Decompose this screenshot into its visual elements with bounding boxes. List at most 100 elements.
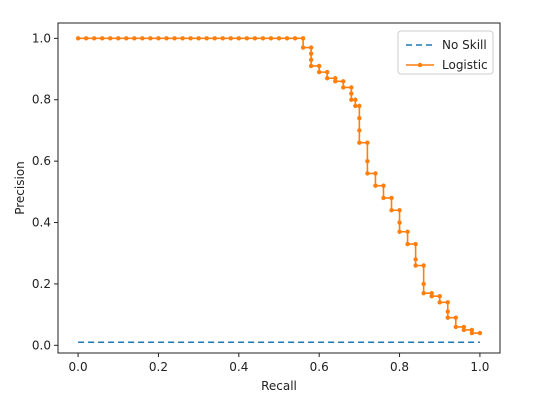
x-tick-label: 1.0 [470,360,489,374]
data-point [445,315,450,320]
data-point [381,195,386,201]
data-point [437,300,442,305]
data-point [413,241,418,247]
x-tick-label: 0.2 [149,360,168,374]
data-point [397,220,402,225]
y-axis-label: Precision [13,161,27,215]
plot-area [75,36,483,344]
axes-frame [57,22,501,354]
data-point [461,327,467,333]
data-point [365,171,370,176]
data-point [349,85,354,90]
data-point [83,36,89,41]
legend-entries: No Skill Logistic [406,38,488,72]
data-point [421,290,426,296]
y-tick-label: 0.6 [32,154,51,168]
data-point [381,183,386,188]
data-point [413,257,418,262]
data-point [429,290,434,296]
data-point [445,300,450,305]
data-point [357,128,362,133]
data-point [453,324,458,330]
legend: No Skill Logistic [397,30,494,75]
data-point [397,208,402,213]
data-point [405,229,410,234]
data-point [292,36,298,41]
data-point [252,36,258,41]
data-point [204,36,209,41]
x-axis-label: Recall [261,379,297,393]
data-point [124,36,129,41]
data-point [349,97,354,102]
data-point [100,36,105,41]
data-point [349,91,354,96]
data-point [341,85,346,90]
data-point [220,36,225,41]
data-point [373,171,378,176]
data-point [268,36,274,41]
data-point [445,309,450,314]
data-point [228,36,233,41]
data-point [389,195,394,201]
legend-label: Logistic [442,58,488,72]
data-point [300,45,306,50]
data-point [357,115,362,121]
data-point [469,330,475,336]
data-point [308,45,314,50]
data-point [437,294,442,299]
data-point [477,330,483,336]
data-point [429,294,434,299]
data-point [353,97,358,102]
data-point [260,36,266,41]
data-point [132,36,137,41]
legend-box [397,30,494,75]
data-point [116,36,121,41]
data-point [284,36,290,41]
data-point [140,36,145,41]
y-tick-label: 1.0 [32,31,51,45]
data-point [333,76,338,81]
data-point [373,183,378,188]
data-point [91,36,97,41]
data-point [357,140,362,145]
y-tick-label: 0.8 [32,93,51,107]
y-tick-label: 0.0 [32,338,51,352]
data-point [212,36,217,41]
data-point [325,69,330,75]
legend-label: No Skill [442,38,487,52]
data-point [164,36,169,41]
data-point [397,229,402,234]
x-tick-label: 0.4 [229,360,248,374]
data-point [180,36,185,41]
data-point [453,315,458,320]
data-point [244,36,250,41]
data-point [148,36,153,41]
data-point [389,208,394,213]
data-point [156,36,161,41]
data-point [421,281,426,287]
data-point [365,158,370,164]
data-point [308,51,314,56]
data-point [421,263,426,268]
data-point [300,36,306,41]
data-point [308,57,314,63]
data-point [276,36,282,41]
data-point [188,36,193,41]
data-point [405,241,410,247]
data-point [316,63,322,69]
data-point [469,327,475,333]
data-point [357,103,362,109]
data-point [325,76,330,81]
x-tick-label: 0.8 [390,360,409,374]
data-point [75,36,81,41]
data-point [108,36,113,41]
y-tick-label: 0.4 [32,216,51,230]
data-point [461,324,467,330]
data-point [236,36,242,41]
data-point [353,103,358,109]
x-axis-ticks: 0.0 0.2 0.4 0.6 0.8 1.0 [69,353,489,374]
y-tick-label: 0.2 [32,277,51,291]
data-point [413,263,418,268]
data-point [333,79,338,84]
